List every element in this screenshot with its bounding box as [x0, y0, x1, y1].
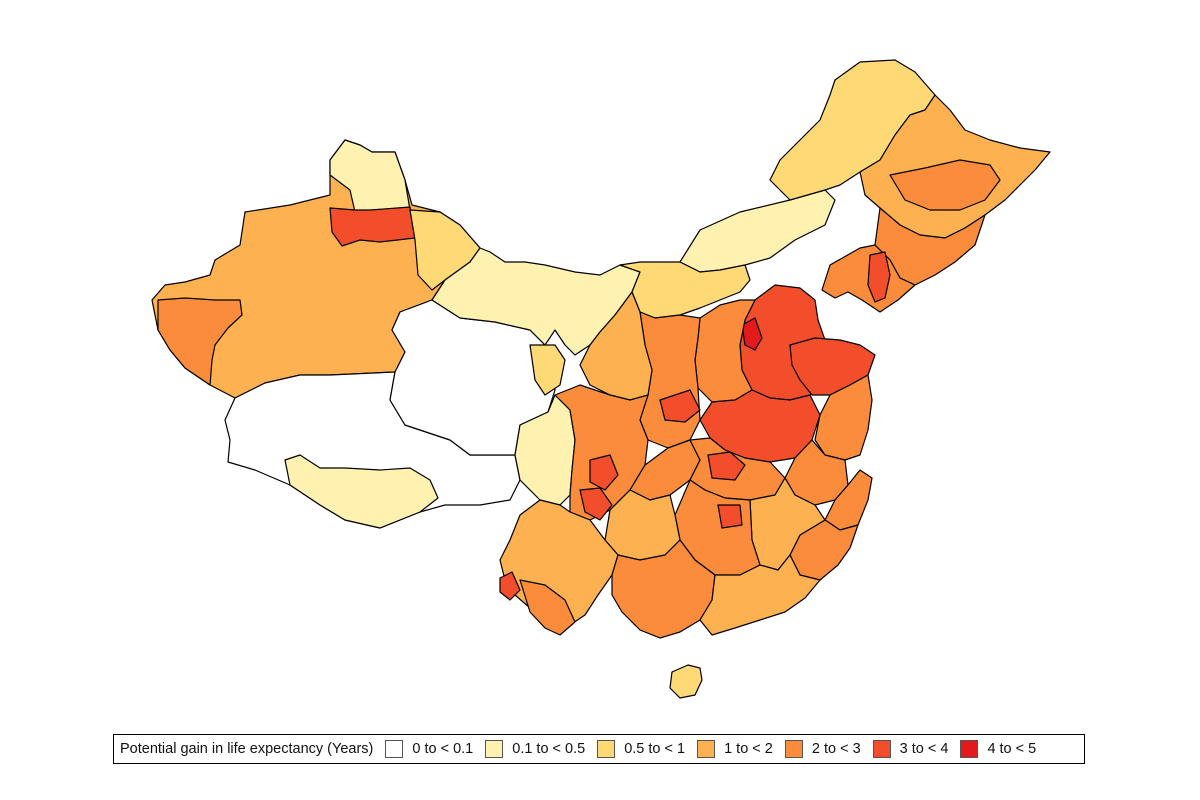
legend-swatch — [784, 740, 803, 758]
legend-title: Potential gain in life expectancy (Years… — [120, 741, 374, 757]
region-liaoning-red — [867, 251, 891, 303]
region-heilongjiang-east — [889, 159, 1001, 211]
legend-label: 4 to < 5 — [987, 741, 1037, 757]
legend-swatch — [697, 740, 716, 758]
legend-item: 0.1 to < 0.5 — [485, 740, 585, 758]
legend: Potential gain in life expectancy (Years… — [113, 734, 1085, 764]
region-guangdong — [699, 554, 821, 636]
legend-swatch — [872, 740, 891, 758]
region-tibet-south — [284, 454, 439, 529]
legend-label: 3 to < 4 — [899, 741, 949, 757]
region-beijing — [741, 317, 763, 351]
legend-swatch — [485, 740, 504, 758]
legend-item: 0 to < 0.1 — [385, 740, 473, 758]
legend-label: 0.1 to < 0.5 — [512, 741, 586, 757]
region-altay — [329, 139, 411, 213]
region-gansu-south — [529, 344, 566, 396]
legend-item: 4 to < 5 — [960, 740, 1036, 758]
region-yili — [329, 206, 416, 247]
legend-item: 2 to < 3 — [784, 740, 861, 758]
legend-swatch — [597, 740, 616, 758]
region-yunnan-red — [499, 571, 521, 601]
region-hunan-red — [717, 504, 743, 529]
region-sichuan-red-1 — [589, 454, 619, 491]
region-jiangsu — [814, 374, 873, 461]
region-sichuan-red-2 — [579, 487, 613, 521]
region-inner-mongolia — [679, 189, 836, 273]
region-hainan — [669, 664, 703, 699]
legend-items: 0 to < 0.1 0.1 to < 0.5 0.5 to < 1 1 to < 2… — [385, 740, 1036, 758]
legend-label: 2 to < 3 — [811, 741, 861, 757]
region-hubei-red — [707, 451, 746, 481]
legend-item: 0.5 to < 1 — [597, 740, 685, 758]
region-shaanxi-red — [659, 389, 701, 423]
region-kashgar — [157, 297, 243, 386]
legend-label: 1 to < 2 — [724, 741, 773, 757]
region-yunnan-south — [519, 579, 576, 636]
legend-item: 3 to < 4 — [872, 740, 949, 758]
legend-swatch — [385, 740, 404, 758]
legend-item: 1 to < 2 — [697, 740, 773, 758]
legend-label: 0.5 to < 1 — [624, 741, 686, 757]
legend-swatch — [960, 740, 979, 758]
legend-label: 0 to < 0.1 — [412, 741, 474, 757]
